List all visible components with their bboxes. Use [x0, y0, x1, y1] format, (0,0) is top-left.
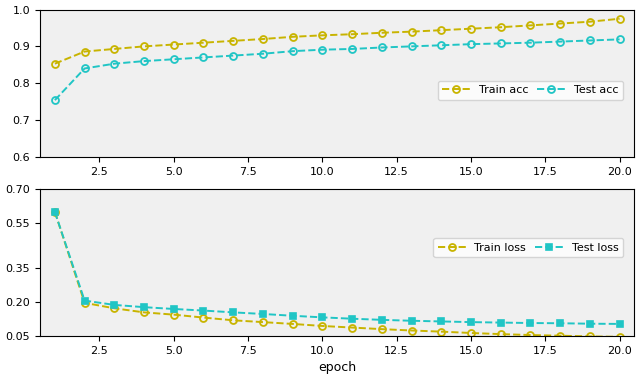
Test acc [586, 38, 594, 43]
Train acc [319, 33, 326, 38]
Test acc [616, 37, 623, 42]
Legend: Train loss, Test loss: Train loss, Test loss [433, 238, 623, 257]
Train acc [586, 19, 594, 24]
Test loss [51, 210, 59, 214]
Test loss [259, 312, 267, 316]
Train loss [616, 334, 623, 339]
Train acc [616, 16, 623, 21]
Line: Test loss: Test loss [52, 209, 623, 327]
Test acc [111, 62, 118, 66]
Test acc [497, 41, 504, 46]
Train loss [348, 325, 356, 330]
Train loss [556, 333, 564, 338]
Test acc [527, 40, 534, 45]
Test acc [408, 44, 415, 49]
Train loss [408, 328, 415, 333]
Test acc [467, 42, 475, 46]
Line: Train loss: Train loss [51, 209, 623, 340]
Test loss [378, 318, 386, 322]
Train loss [111, 306, 118, 310]
Test loss [170, 307, 178, 311]
Train acc [348, 32, 356, 36]
Train loss [289, 321, 296, 326]
Test acc [378, 45, 386, 50]
Line: Test acc: Test acc [51, 36, 623, 104]
Train loss [229, 318, 237, 323]
Train acc [527, 23, 534, 28]
Train acc [140, 44, 148, 49]
Train acc [497, 25, 504, 30]
Train loss [437, 329, 445, 334]
Test acc [348, 47, 356, 51]
Train acc [259, 37, 267, 41]
X-axis label: epoch: epoch [318, 361, 356, 374]
Test acc [81, 66, 88, 71]
Test loss [140, 305, 148, 309]
Train loss [51, 210, 59, 214]
Train acc [556, 21, 564, 26]
Test loss [200, 308, 207, 313]
Test loss [586, 321, 594, 326]
Test acc [319, 48, 326, 52]
Train acc [81, 49, 88, 54]
Train loss [497, 332, 504, 336]
Test loss [408, 318, 415, 323]
Test loss [319, 315, 326, 320]
Test loss [437, 319, 445, 324]
Train acc [467, 27, 475, 31]
Train loss [319, 324, 326, 328]
Train acc [437, 28, 445, 32]
Test loss [467, 320, 475, 325]
Train acc [378, 30, 386, 35]
Test loss [348, 317, 356, 321]
Train loss [527, 333, 534, 337]
Legend: Train acc, Test acc: Train acc, Test acc [438, 81, 623, 100]
Test acc [229, 53, 237, 58]
Test loss [111, 302, 118, 307]
Train acc [200, 40, 207, 45]
Test acc [140, 59, 148, 63]
Test acc [51, 98, 59, 103]
Train loss [81, 301, 88, 305]
Train loss [378, 327, 386, 331]
Test acc [437, 43, 445, 48]
Train loss [259, 320, 267, 325]
Train loss [170, 312, 178, 317]
Test loss [289, 314, 296, 318]
Test acc [200, 55, 207, 60]
Train loss [140, 310, 148, 315]
Test loss [556, 321, 564, 326]
Test acc [259, 51, 267, 56]
Test loss [497, 320, 504, 325]
Test acc [170, 57, 178, 62]
Test acc [556, 39, 564, 44]
Train acc [51, 62, 59, 66]
Train acc [289, 35, 296, 39]
Train loss [200, 315, 207, 320]
Test loss [81, 298, 88, 303]
Test loss [229, 310, 237, 315]
Train acc [229, 39, 237, 43]
Train loss [467, 331, 475, 335]
Test loss [527, 321, 534, 325]
Test loss [616, 321, 623, 326]
Test acc [289, 49, 296, 54]
Train acc [111, 47, 118, 51]
Train loss [586, 334, 594, 339]
Train acc [170, 42, 178, 47]
Line: Train acc: Train acc [51, 15, 623, 67]
Train acc [408, 29, 415, 34]
